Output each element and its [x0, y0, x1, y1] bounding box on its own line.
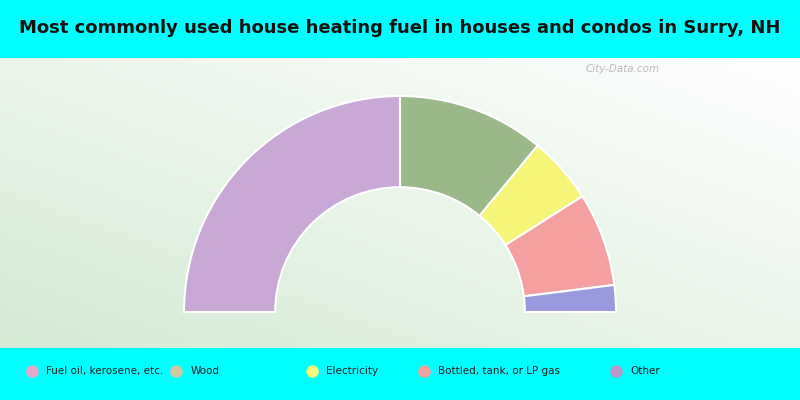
Text: Other: Other [630, 366, 660, 376]
Text: Bottled, tank, or LP gas: Bottled, tank, or LP gas [438, 366, 561, 376]
Text: City-Data.com: City-Data.com [586, 64, 659, 74]
Wedge shape [506, 196, 614, 296]
Text: Wood: Wood [190, 366, 219, 376]
Wedge shape [479, 146, 582, 245]
Text: Fuel oil, kerosene, etc.: Fuel oil, kerosene, etc. [46, 366, 164, 376]
Wedge shape [524, 285, 616, 312]
Text: Electricity: Electricity [326, 366, 378, 376]
Text: Most commonly used house heating fuel in houses and condos in Surry, NH: Most commonly used house heating fuel in… [19, 19, 781, 37]
Wedge shape [400, 96, 538, 216]
Wedge shape [184, 96, 400, 312]
